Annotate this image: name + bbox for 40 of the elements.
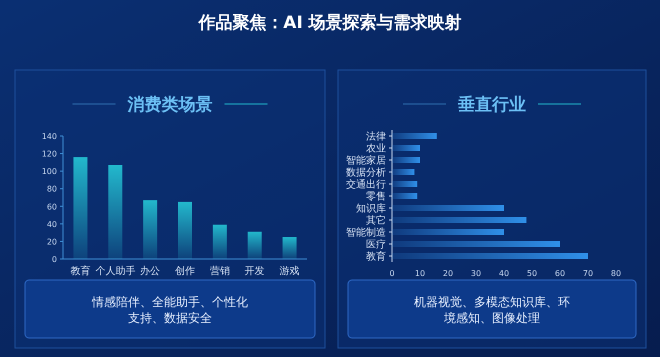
x-tick-label: 营销 xyxy=(210,265,230,277)
y-tick-label: 其它 xyxy=(366,214,386,226)
y-tick-label: 60 xyxy=(46,202,57,212)
x-tick-label: 教育 xyxy=(70,265,90,277)
text: 作品聚焦：AI 场景探索与需求映射 xyxy=(197,13,462,33)
y-tick-label: 智能家居 xyxy=(346,154,386,166)
title: 垂直行业 xyxy=(458,95,526,115)
x-tick-label: 0 xyxy=(389,269,395,278)
y-tick-label: 法律 xyxy=(366,130,386,142)
y-tick-label: 知识库 xyxy=(356,202,386,214)
x-tick-label: 30 xyxy=(470,269,482,278)
y-tick-label: 0 xyxy=(52,255,57,264)
x-tick-label: 创作 xyxy=(175,265,195,277)
x-tick-label: 个人助手 xyxy=(95,265,136,277)
y-tick-label: 交通出行 xyxy=(346,178,386,190)
x-tick-label: 80 xyxy=(610,269,622,278)
x-tick-label: 60 xyxy=(554,269,566,278)
y-tick-label: 零售 xyxy=(366,190,386,202)
x-tick-label: 50 xyxy=(526,269,538,278)
x-tick-label: 10 xyxy=(414,269,426,278)
y-tick-label: 农业 xyxy=(366,142,386,154)
y-tick-label: 数据分析 xyxy=(346,166,386,178)
y-tick-label: 医疗 xyxy=(366,238,386,250)
y-tick-label: 100 xyxy=(42,167,57,176)
y-tick-label: 20 xyxy=(46,237,57,246)
y-tick-label: 智能制造 xyxy=(346,226,386,238)
title: 消费类场景 xyxy=(128,95,212,115)
x-tick-label: 游戏 xyxy=(280,265,300,277)
text: 机器视觉、多模态知识库、环境感知、图像处理 xyxy=(414,295,570,325)
y-tick-label: 40 xyxy=(46,220,57,229)
y-tick-label: 140 xyxy=(42,132,57,141)
y-tick-label: 80 xyxy=(46,184,57,194)
y-tick-label: 120 xyxy=(42,150,57,159)
y-tick-label: 教育 xyxy=(366,250,386,262)
x-tick-label: 70 xyxy=(582,269,594,278)
x-tick-label: 40 xyxy=(498,269,510,278)
x-tick-label: 20 xyxy=(442,269,454,278)
text: 情感陪伴、全能助手、个性化支持、数据安全 xyxy=(91,295,248,325)
x-tick-label: 办公 xyxy=(140,265,160,277)
x-tick-label: 开发 xyxy=(244,266,265,277)
